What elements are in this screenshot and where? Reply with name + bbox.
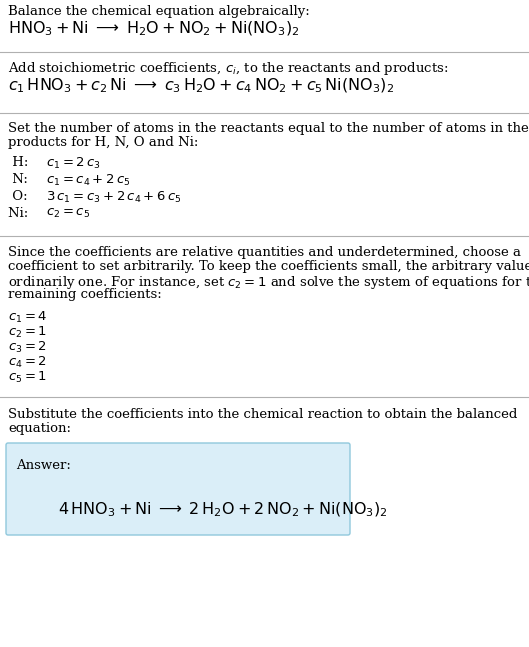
Text: remaining coefficients:: remaining coefficients: [8, 288, 162, 301]
Text: Add stoichiometric coefficients, $c_i$, to the reactants and products:: Add stoichiometric coefficients, $c_i$, … [8, 60, 449, 77]
Text: Since the coefficients are relative quantities and underdetermined, choose a: Since the coefficients are relative quan… [8, 246, 521, 259]
Text: O:: O: [8, 190, 32, 203]
Text: products for H, N, O and Ni:: products for H, N, O and Ni: [8, 136, 198, 149]
Text: $c_4 = 2$: $c_4 = 2$ [8, 355, 47, 370]
FancyBboxPatch shape [6, 443, 350, 535]
Text: coefficient to set arbitrarily. To keep the coefficients small, the arbitrary va: coefficient to set arbitrarily. To keep … [8, 260, 529, 273]
Text: Ni:: Ni: [8, 207, 32, 220]
Text: Answer:: Answer: [16, 459, 71, 472]
Text: $c_3 = 2$: $c_3 = 2$ [8, 340, 47, 355]
Text: $c_1 = c_4 + 2\,c_5$: $c_1 = c_4 + 2\,c_5$ [46, 173, 131, 188]
Text: Balance the chemical equation algebraically:: Balance the chemical equation algebraica… [8, 5, 310, 18]
Text: ordinarily one. For instance, set $c_2 = 1$ and solve the system of equations fo: ordinarily one. For instance, set $c_2 =… [8, 274, 529, 291]
Text: $c_2 = c_5$: $c_2 = c_5$ [46, 207, 90, 220]
Text: H:: H: [8, 156, 33, 169]
Text: $c_2 = 1$: $c_2 = 1$ [8, 325, 47, 340]
Text: $3\,c_1 = c_3 + 2\,c_4 + 6\,c_5$: $3\,c_1 = c_3 + 2\,c_4 + 6\,c_5$ [46, 190, 181, 205]
Text: Set the number of atoms in the reactants equal to the number of atoms in the: Set the number of atoms in the reactants… [8, 122, 529, 135]
Text: equation:: equation: [8, 422, 71, 435]
Text: N:: N: [8, 173, 32, 186]
Text: $c_1\,\mathrm{HNO_3} + c_2\,\mathrm{Ni} \;\longrightarrow\; c_3\,\mathrm{H_2O} +: $c_1\,\mathrm{HNO_3} + c_2\,\mathrm{Ni} … [8, 77, 394, 95]
Text: $c_1 = 2\,c_3$: $c_1 = 2\,c_3$ [46, 156, 101, 171]
Text: $c_1 = 4$: $c_1 = 4$ [8, 310, 48, 325]
Text: $\mathrm{HNO_3 + Ni} \;\longrightarrow\; \mathrm{H_2O + NO_2 + Ni(NO_3)_2}$: $\mathrm{HNO_3 + Ni} \;\longrightarrow\;… [8, 20, 299, 38]
Text: Substitute the coefficients into the chemical reaction to obtain the balanced: Substitute the coefficients into the che… [8, 408, 517, 421]
Text: $c_5 = 1$: $c_5 = 1$ [8, 370, 47, 385]
Text: $4\,\mathrm{HNO_3} + \mathrm{Ni} \;\longrightarrow\; 2\,\mathrm{H_2O} + 2\,\math: $4\,\mathrm{HNO_3} + \mathrm{Ni} \;\long… [58, 501, 388, 520]
